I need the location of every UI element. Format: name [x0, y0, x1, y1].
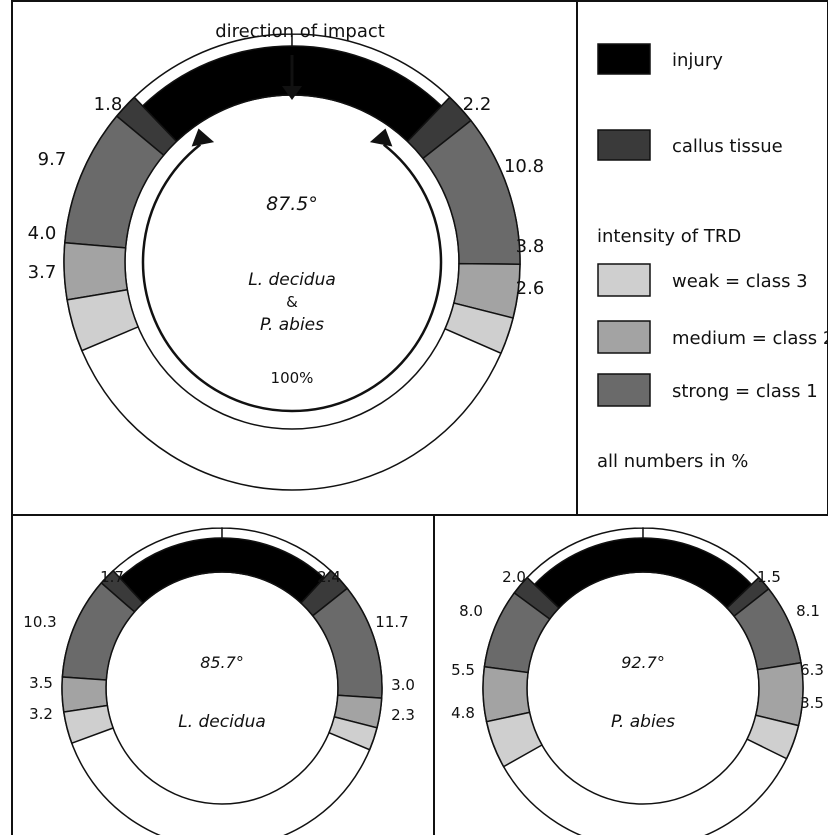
legend-callus-swatch [597, 129, 651, 161]
main-species-amp: & [286, 293, 298, 311]
pabies-left-medium-segment [482, 665, 531, 723]
ldecidua-species-label: L. decidua [178, 712, 266, 732]
ldecidua-left-strong-value: 10.3 [23, 613, 56, 631]
ldecidua-right-callus-value: 2.4 [317, 568, 341, 586]
full-label-bg [262, 366, 322, 388]
main-left-weak-value: 3.7 [28, 262, 57, 283]
main-right-callus-value: 2.2 [463, 94, 492, 115]
ldecidua-ring-diagram [61, 527, 383, 835]
main-ring-diagram [63, 33, 521, 491]
pabies-left-callus-value: 2.0 [502, 568, 526, 586]
inner-arc-right-arrowhead [369, 128, 393, 147]
pabies-healthy-ring [482, 527, 804, 835]
pabies-left-medium-value: 5.5 [451, 661, 475, 679]
legend-note: all numbers in % [597, 451, 748, 472]
top-panel-frame [11, 0, 828, 516]
ldecidua-right-medium-value: 3.0 [391, 676, 415, 694]
ldecidua-left-medium-segment [61, 676, 109, 713]
legend-injury-swatch [597, 43, 651, 75]
pabies-right-medium-segment [754, 661, 804, 727]
main-right-medium-value: 3.8 [516, 236, 545, 257]
legend-strong-label: strong = class 1 [672, 381, 818, 402]
pabies-injury-segment [533, 537, 753, 609]
ldecidua-left-weak-value: 3.2 [29, 705, 53, 723]
pabies-right-callus-value: 1.5 [757, 568, 781, 586]
main-angle-label: 87.5° [266, 193, 318, 215]
main-left-medium-value: 4.0 [28, 223, 57, 244]
pabies-left-weak-value: 4.8 [451, 704, 475, 722]
main-species-line2: P. abies [260, 315, 324, 335]
pabies-left-strong-segment [483, 591, 551, 674]
inner-arc-left-arrowhead [191, 128, 215, 147]
pabies-ring-diagram [482, 527, 804, 835]
legend-injury-label: injury [672, 50, 723, 71]
main-species-line1: L. decidua [248, 270, 336, 290]
pabies-right-strong-value: 8.1 [796, 602, 820, 620]
pabies-left-weak-segment [485, 711, 543, 768]
direction-of-impact-label: direction of impact [215, 21, 385, 42]
ldecidua-left-callus-value: 1.7 [100, 568, 124, 586]
main-left-callus-value: 1.8 [94, 94, 123, 115]
main-right-weak-segment [444, 302, 514, 355]
legend-weak-swatch [597, 263, 651, 297]
legend-callus-label: callus tissue [672, 136, 783, 157]
legend-weak-label: weak = class 3 [672, 271, 808, 292]
ldecidua-angle-label: 85.7° [200, 653, 244, 672]
pabies-right-weak-segment [746, 714, 800, 760]
ldecidua-injury-segment [118, 537, 326, 605]
pabies-species-label: P. abies [611, 712, 675, 732]
main-left-weak-segment [66, 288, 140, 352]
ldecidua-left-strong-segment [61, 581, 136, 681]
pabies-left-strong-value: 8.0 [459, 602, 483, 620]
ldecidua-right-weak-value: 2.3 [391, 706, 415, 724]
legend-intensity-heading: intensity of TRD [597, 226, 741, 247]
legend-medium-swatch [597, 320, 651, 354]
main-left-strong-value: 9.7 [38, 149, 67, 170]
ldecidua-left-medium-value: 3.5 [29, 674, 53, 692]
main-left-strong-segment [64, 115, 165, 249]
ldecidua-right-weak-segment [328, 715, 378, 751]
ldecidua-right-strong-value: 11.7 [375, 613, 408, 631]
full-circumference-arc [141, 143, 443, 413]
legend: injury callus tissue intensity of TRD we… [597, 43, 828, 472]
legend-strong-swatch [597, 373, 651, 407]
legend-medium-label: medium = class 2 [672, 328, 828, 349]
main-right-weak-value: 2.6 [516, 278, 545, 299]
pabies-right-weak-value: 3.5 [800, 694, 824, 712]
ldecidua-left-weak-segment [62, 704, 115, 745]
pabies-right-medium-value: 6.3 [800, 661, 824, 679]
impact-arrow-head [282, 86, 302, 100]
pabies-angle-label: 92.7° [621, 653, 665, 672]
full-circumference-label: 100% [271, 369, 314, 387]
main-right-strong-value: 10.8 [504, 156, 544, 177]
main-left-medium-segment [63, 241, 129, 301]
